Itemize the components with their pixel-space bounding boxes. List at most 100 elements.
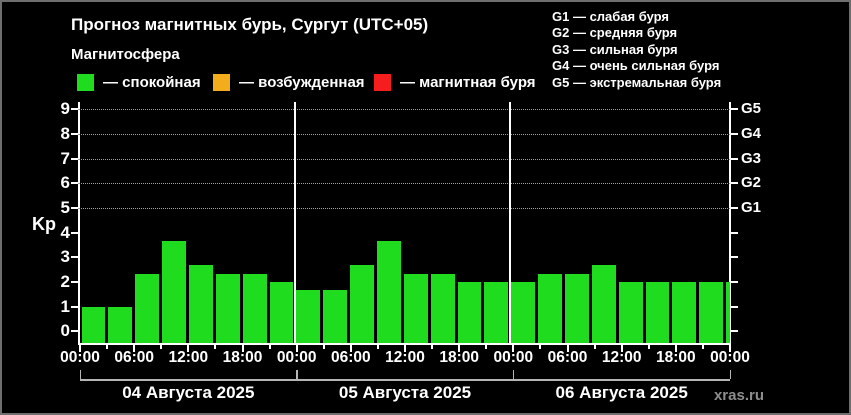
kp-gridline	[78, 183, 730, 185]
storm-scale-line: G3 — сильная буря	[552, 41, 678, 57]
kp-bar	[726, 281, 730, 343]
legend-item: — спокойная	[77, 72, 201, 92]
x-tick-mark-major	[187, 345, 190, 352]
legend-item-label: — спокойная	[103, 73, 201, 91]
day-separator-line	[293, 102, 296, 343]
y-tick-mark-right	[731, 280, 738, 283]
x-tick-label: 18:00	[439, 349, 479, 366]
day-bracket-riser	[729, 370, 731, 379]
kp-gridline	[78, 158, 730, 160]
y-tick-mark-left	[71, 206, 78, 209]
y-tick-label: 3	[60, 247, 70, 267]
x-tick-mark-major	[674, 345, 677, 352]
x-tick-mark-major	[133, 345, 136, 352]
plot-area	[78, 102, 730, 343]
kp-bar	[484, 281, 509, 343]
x-tick-label: 12:00	[601, 349, 642, 366]
y-tick-label: 0	[60, 321, 70, 341]
day-label: 04 Августа 2025	[122, 383, 255, 402]
legend-item-label: — магнитная буря	[400, 73, 536, 91]
day-bracket-riser	[79, 370, 81, 379]
x-tick-label: 06:00	[114, 349, 154, 366]
x-tick-mark-minor	[647, 345, 650, 349]
day-bracket-riser	[512, 370, 515, 379]
y-tick-mark-left	[71, 157, 78, 160]
x-tick-label: 00:00	[493, 349, 534, 366]
y-tick-mark-left	[71, 330, 78, 333]
y-tick-mark-right	[731, 132, 738, 135]
y-tick-label: 2	[60, 271, 70, 291]
kp-bar	[162, 240, 186, 343]
x-tick-mark-major	[566, 345, 569, 352]
g-level-label: G2	[741, 174, 762, 192]
y-tick-mark-right	[731, 157, 738, 160]
x-tick-mark-major	[295, 345, 298, 352]
kp-bar	[538, 273, 562, 343]
kp-bar	[403, 273, 428, 343]
g-level-label: G1	[741, 198, 762, 216]
kp-bar	[215, 273, 240, 343]
kp-bar	[135, 273, 160, 343]
y-tick-label: 9	[60, 99, 70, 119]
y-tick-mark-left	[71, 132, 78, 135]
x-tick-label: 06:00	[547, 349, 588, 366]
quiet-swatch	[77, 73, 94, 91]
x-tick-label: 06:00	[331, 349, 371, 366]
legend-item: — возбужденная	[213, 72, 365, 92]
legend-item: — магнитная буря	[374, 72, 536, 92]
x-axis-line	[78, 343, 731, 345]
kp-bar	[618, 281, 643, 343]
kp-gridline	[78, 133, 730, 135]
g-level-label: G5	[741, 100, 762, 118]
x-tick-mark-minor	[701, 345, 704, 349]
x-tick-mark-minor	[322, 345, 325, 349]
kp-bar	[457, 281, 482, 343]
g-level-label: G3	[741, 149, 762, 167]
kp-bar	[564, 273, 589, 343]
x-tick-mark-minor	[539, 345, 542, 349]
x-tick-mark-major	[512, 345, 515, 352]
kp-bar	[350, 265, 374, 343]
y-tick-mark-left	[71, 108, 78, 111]
page-title: Прогноз магнитных бурь, Сургут (UTC+05)	[71, 15, 429, 34]
x-tick-mark-major	[404, 345, 406, 352]
storm-scale-line: G5 — экстремальная буря	[552, 74, 722, 90]
x-tick-mark-major	[620, 345, 623, 352]
y-tick-mark-right	[731, 231, 738, 234]
y-tick-mark-right	[731, 330, 738, 333]
kp-bar	[511, 281, 536, 343]
y-axis-label: Kp	[32, 214, 56, 234]
kp-bar	[269, 281, 294, 343]
storm-scale-line: G1 — слабая буря	[552, 9, 670, 24]
x-tick-mark-minor	[431, 345, 434, 349]
kp-bar	[376, 240, 401, 343]
day-separator-line	[508, 102, 511, 343]
y-tick-mark-left	[71, 256, 78, 259]
y-tick-mark-left	[71, 231, 78, 234]
x-tick-label: 12:00	[385, 349, 425, 366]
x-tick-mark-minor	[485, 345, 488, 349]
y-tick-label: 1	[60, 296, 70, 316]
legend-item-label: — возбужденная	[239, 73, 365, 91]
excited-swatch	[213, 73, 230, 91]
kp-bar	[242, 273, 267, 343]
day-bracket-line	[80, 379, 730, 381]
x-tick-mark-major	[241, 345, 244, 352]
x-tick-mark-major	[729, 345, 731, 352]
y-tick-mark-left	[71, 182, 78, 185]
kp-bar	[591, 265, 616, 343]
x-tick-label: 00:00	[710, 349, 750, 366]
y-tick-label: 4	[60, 222, 70, 242]
kp-bar	[699, 281, 724, 343]
g-level-label: G4	[741, 124, 762, 142]
storm-swatch	[374, 73, 391, 91]
y-tick-label: 6	[60, 173, 70, 193]
kp-bar	[323, 290, 348, 343]
y-tick-mark-right	[731, 305, 738, 308]
y-tick-label: 7	[60, 148, 70, 168]
kp-bar	[81, 306, 106, 343]
x-tick-label: 00:00	[276, 349, 317, 366]
x-tick-mark-minor	[268, 345, 271, 349]
kp-gridline	[78, 109, 730, 111]
x-tick-mark-major	[458, 345, 461, 352]
